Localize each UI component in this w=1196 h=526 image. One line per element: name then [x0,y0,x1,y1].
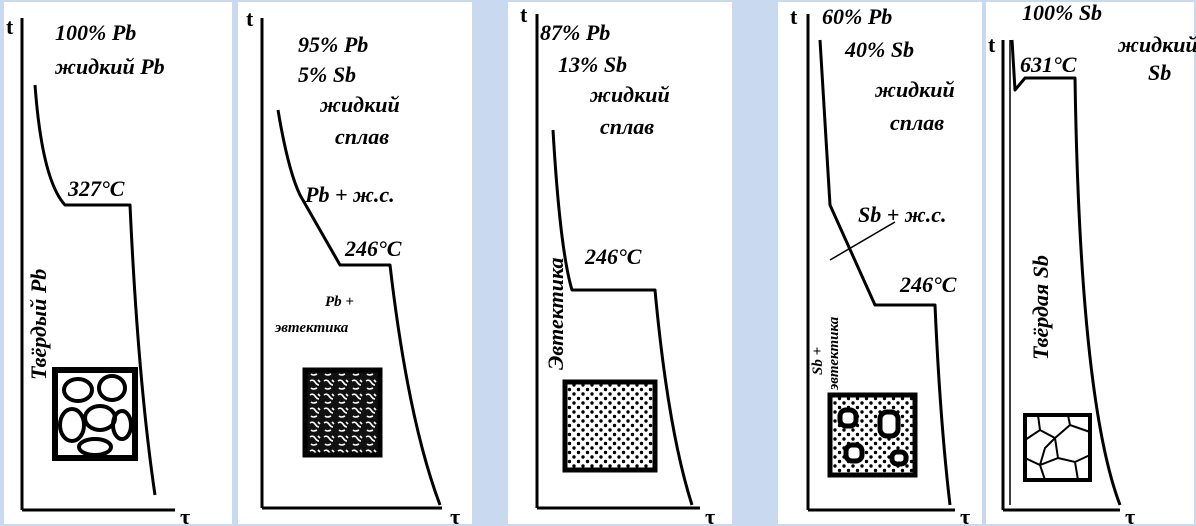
label: жидкий [319,92,400,117]
axis-label: τ [180,504,190,526]
microstructure [565,382,655,470]
axis-label: τ [1125,504,1135,526]
axis-label: t [6,14,14,39]
phase-label: Твёрдая Sb [1028,255,1053,360]
diagram: t τ 100% Pb жидкий Pb 327°C Твёрдый Pb t… [0,0,1196,526]
phase-label: Эвтектика [543,257,568,370]
temperature: 246°C [344,236,402,261]
label: 100% Pb [55,20,136,45]
label: 87% Pb [540,20,610,45]
label: сплав [335,124,389,149]
label: 100% Sb [1022,0,1102,25]
axis-label: τ [960,504,970,526]
temperature: 246°C [584,244,642,269]
label: сплав [600,114,654,139]
axis-label: t [246,6,254,31]
microstructure [305,370,380,455]
label: жидкий [1117,32,1196,57]
axis-label: t [520,2,528,27]
phase-label: Твёрдый Pb [26,269,51,380]
temperature: 327°C [67,176,125,201]
axis-label: τ [705,504,715,526]
phase-label: эвтектика [826,316,842,391]
label: 95% Pb [298,32,368,57]
label: 60% Pb [822,4,892,29]
phase-label: эвтектика [274,320,349,336]
microstructure [55,370,135,458]
label: Sb + ж.с. [858,202,946,227]
microstructure [1025,415,1090,480]
label: Pb + ж.с. [304,182,395,207]
temperature: 246°C [899,272,957,297]
label: 5% Sb [298,62,356,87]
temperature: 631°C [1020,52,1077,77]
label: Sb [1148,60,1171,85]
label: жидкий [589,82,670,107]
axis-label: t [790,4,798,29]
phase-label: Pb + [325,294,354,310]
label: жидкий Pb [54,54,165,79]
label: 13% Sb [558,52,627,77]
label: жидкий [874,77,955,102]
label: 40% Sb [844,37,914,62]
axis-label: t [988,32,996,57]
phase-label: Sb + [810,347,826,375]
microstructure [830,395,915,475]
label: сплав [890,110,944,135]
axis-label: τ [450,504,460,526]
